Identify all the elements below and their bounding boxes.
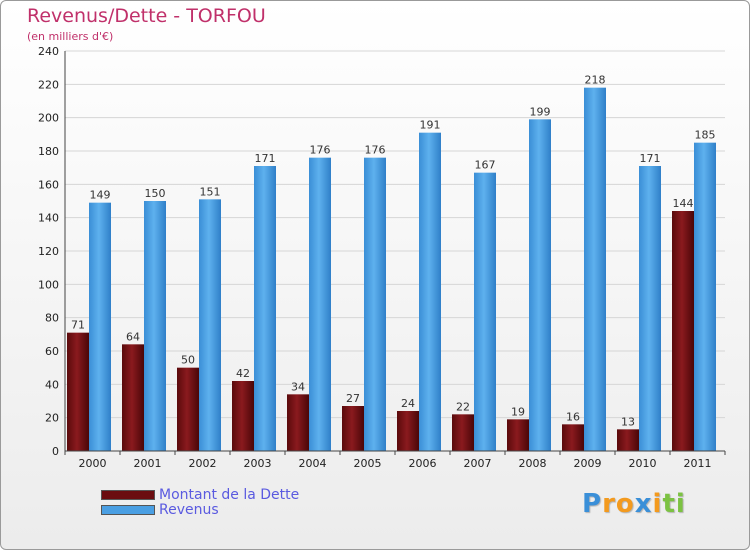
y-tick-label: 100	[38, 278, 59, 291]
data-label-dette: 34	[291, 380, 305, 393]
logo-letter: i	[675, 489, 686, 519]
y-tick-label: 20	[45, 412, 59, 425]
logo-letter: t	[662, 489, 676, 519]
x-tick-label: 2009	[574, 457, 602, 470]
data-label-revenus: 150	[145, 187, 166, 200]
bar-dette	[232, 381, 254, 451]
data-label-dette: 144	[673, 197, 694, 210]
y-tick-label: 220	[38, 78, 59, 91]
data-label-dette: 19	[511, 405, 525, 418]
data-label-revenus: 218	[585, 74, 606, 87]
bar-dette	[397, 411, 419, 451]
y-tick-label: 160	[38, 178, 59, 191]
data-label-revenus: 167	[475, 159, 496, 172]
x-tick-label: 2005	[354, 457, 382, 470]
bar-revenus	[309, 157, 331, 451]
bar-revenus	[529, 119, 551, 451]
bar-dette	[617, 429, 639, 451]
x-tick-label: 2000	[79, 457, 107, 470]
logo-letter: i	[652, 489, 663, 519]
logo-letter: r	[602, 489, 616, 519]
bar-revenus	[89, 202, 111, 451]
data-label-revenus: 151	[200, 185, 221, 198]
y-tick-label: 240	[38, 45, 59, 58]
bar-revenus	[199, 199, 221, 451]
legend-label-debt: Montant de la Dette	[159, 486, 300, 503]
legend-label-revenue: Revenus	[159, 501, 219, 518]
chart-subtitle: (en milliers d'€)	[27, 30, 114, 43]
legend-swatch-revenue	[101, 504, 155, 515]
y-tick-label: 0	[52, 445, 59, 458]
data-label-revenus: 185	[695, 129, 716, 142]
logo-letter: P	[582, 489, 603, 519]
bar-revenus	[419, 132, 441, 451]
bar-revenus	[639, 166, 661, 451]
data-label-dette: 22	[456, 400, 470, 413]
data-label-revenus: 171	[640, 152, 661, 165]
data-label-revenus: 149	[90, 189, 111, 202]
legend-swatch-debt	[101, 489, 155, 500]
bar-revenus	[694, 142, 716, 451]
data-label-dette: 13	[621, 415, 635, 428]
bar-dette	[452, 414, 474, 451]
logo-letter: x	[634, 489, 653, 519]
bar-dette	[287, 394, 309, 451]
data-label-revenus: 171	[255, 152, 276, 165]
legend-item-debt: Montant de la Dette	[101, 486, 300, 503]
data-label-dette: 50	[181, 354, 195, 367]
data-label-dette: 24	[401, 397, 415, 410]
x-tick-label: 2006	[409, 457, 437, 470]
bar-dette	[507, 419, 529, 451]
bar-dette	[342, 406, 364, 451]
data-label-revenus: 176	[310, 144, 331, 157]
y-tick-label: 80	[45, 312, 59, 325]
data-label-dette: 27	[346, 392, 360, 405]
data-label-revenus: 191	[420, 119, 441, 132]
y-tick-label: 40	[45, 378, 59, 391]
data-label-revenus: 199	[530, 105, 551, 118]
logo-letter: o	[615, 489, 635, 519]
bar-dette	[672, 211, 694, 451]
x-tick-label: 2002	[189, 457, 217, 470]
y-tick-label: 180	[38, 145, 59, 158]
proxiti-logo: Proxiti	[582, 489, 686, 519]
data-label-dette: 64	[126, 330, 140, 343]
x-tick-label: 2007	[464, 457, 492, 470]
legend-item-revenue: Revenus	[101, 501, 299, 518]
bar-dette	[67, 332, 89, 451]
x-tick-label: 2003	[244, 457, 272, 470]
bar-dette	[562, 424, 584, 451]
y-tick-label: 60	[45, 345, 59, 358]
data-label-revenus: 176	[365, 144, 386, 157]
y-tick-label: 120	[38, 245, 59, 258]
x-tick-label: 2008	[519, 457, 547, 470]
x-tick-label: 2004	[299, 457, 327, 470]
bar-revenus	[254, 166, 276, 451]
chart-title: Revenus/Dette - TORFOU	[27, 5, 266, 27]
y-tick-label: 140	[38, 212, 59, 225]
data-label-dette: 16	[566, 410, 580, 423]
bar-dette	[122, 344, 144, 451]
data-label-dette: 42	[236, 367, 250, 380]
x-tick-label: 2001	[134, 457, 162, 470]
data-label-dette: 71	[71, 319, 85, 332]
x-tick-label: 2010	[629, 457, 657, 470]
bar-revenus	[364, 157, 386, 451]
bar-revenus	[584, 87, 606, 452]
bar-dette	[177, 367, 199, 451]
y-tick-label: 200	[38, 112, 59, 125]
bar-revenus	[474, 172, 496, 451]
x-tick-label: 2011	[684, 457, 712, 470]
chart-legend: Montant de la Dette Revenus	[101, 486, 300, 518]
bar-revenus	[144, 201, 166, 451]
